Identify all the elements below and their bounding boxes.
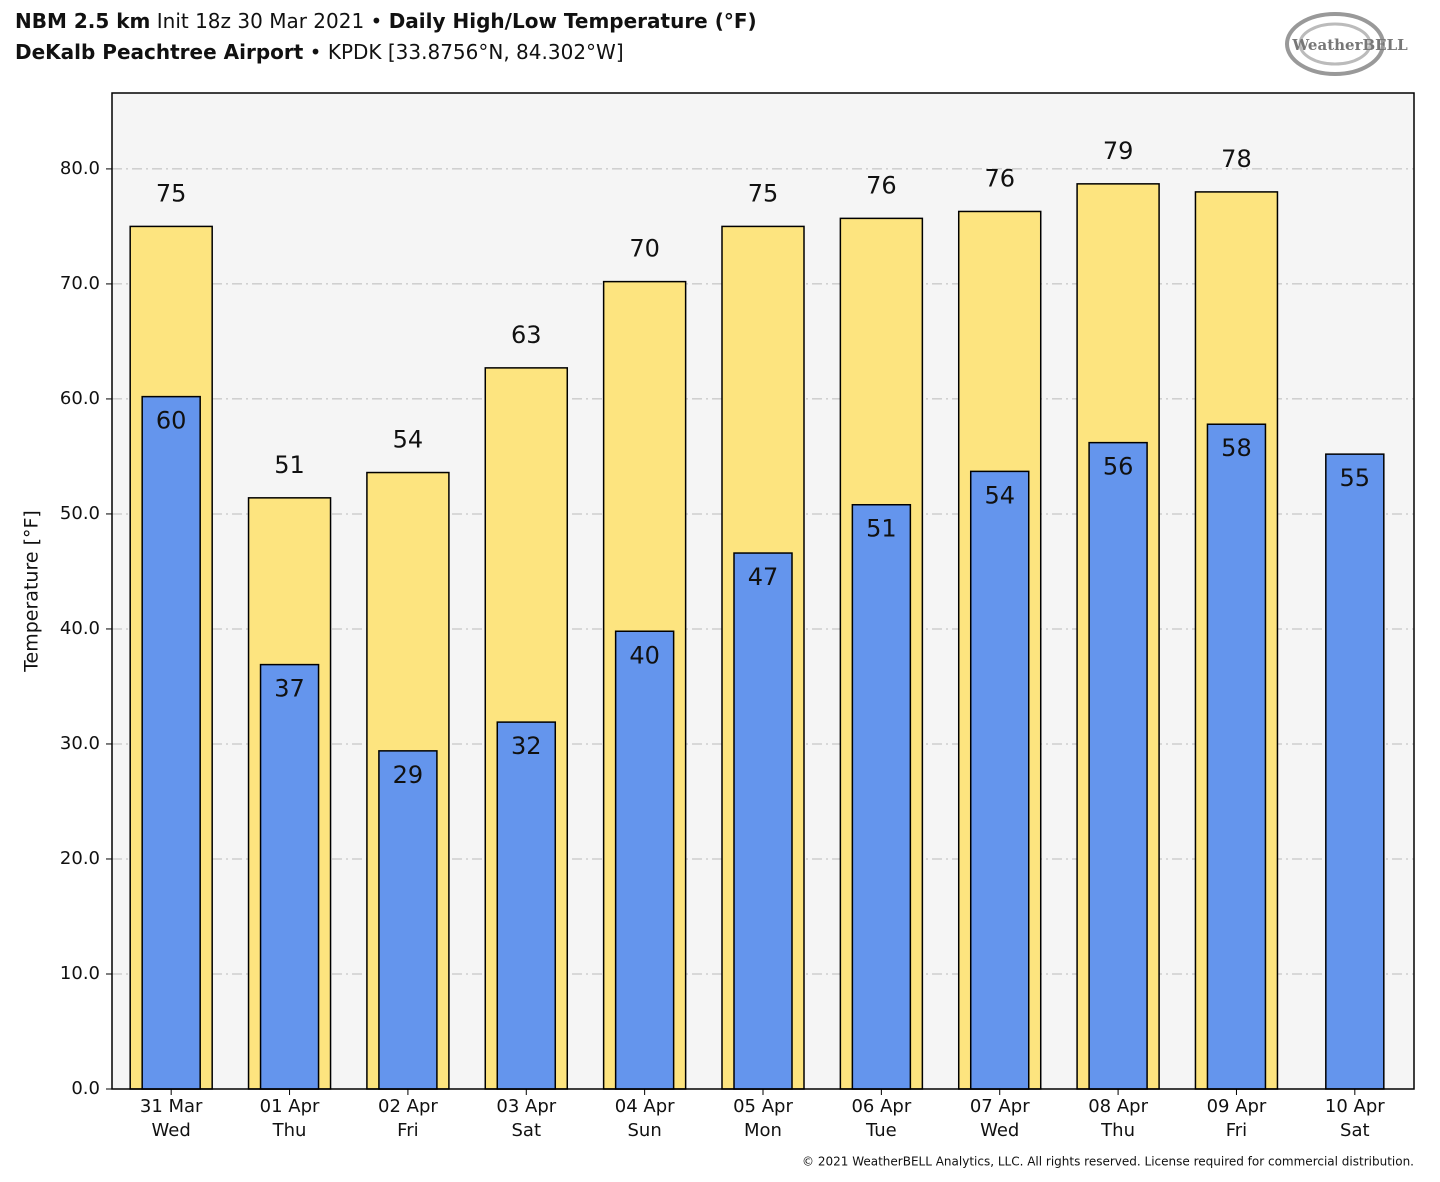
x-tick-sublabel: Sun [628, 1120, 662, 1141]
x-tick-sublabel: Sat [1340, 1120, 1370, 1141]
low-bar [733, 552, 793, 1090]
y-tick-label: 30.0 [60, 733, 100, 754]
logo-swirl [1285, 12, 1385, 76]
x-tick-label: 08 Apr [1088, 1096, 1148, 1117]
value-label: 60 [156, 407, 187, 435]
x-tick-label: 09 Apr [1207, 1096, 1267, 1117]
logo: WeatherBELL [1291, 36, 1408, 54]
value-label: 75 [748, 179, 779, 207]
value-label: 54 [393, 426, 424, 454]
value-label: 32 [511, 732, 542, 760]
subtitle-part: DeKalb Peachtree Airport [15, 40, 304, 64]
value-label: 47 [748, 563, 779, 591]
x-tick-label: 06 Apr [851, 1096, 911, 1117]
x-tick-label: 02 Apr [378, 1096, 438, 1117]
x-tick-label: 03 Apr [496, 1096, 556, 1117]
y-tick-label: 0.0 [71, 1078, 100, 1099]
x-tick-sublabel: Fri [1226, 1120, 1247, 1141]
value-label: 29 [393, 761, 424, 789]
y-tick-label: 10.0 [60, 963, 100, 984]
x-tick-label: 10 Apr [1325, 1096, 1385, 1117]
x-tick-label: 05 Apr [733, 1096, 793, 1117]
value-label: 55 [1340, 464, 1371, 492]
y-tick-label: 80.0 [60, 158, 100, 179]
value-label: 58 [1221, 434, 1252, 462]
x-tick-label: 01 Apr [260, 1096, 320, 1117]
x-tick-sublabel: Wed [152, 1120, 191, 1141]
plot-frame [111, 92, 1415, 1090]
x-tick-sublabel: Thu [1100, 1120, 1135, 1141]
x-tick-sublabel: Tue [865, 1120, 897, 1141]
value-label: 76 [866, 171, 897, 199]
title-part: NBM 2.5 km [15, 9, 150, 33]
y-tick-label: 20.0 [60, 848, 100, 869]
x-tick-sublabel: Mon [744, 1120, 782, 1141]
y-tick-label: 50.0 [60, 503, 100, 524]
value-label: 70 [629, 235, 660, 263]
low-bar [851, 503, 912, 1090]
logo-swirl [1298, 22, 1372, 66]
low-bar [614, 630, 675, 1090]
value-label: 51 [866, 515, 897, 543]
x-tick-sublabel: Thu [272, 1120, 307, 1141]
title-part: Init 18z 30 Mar 2021 [157, 9, 364, 33]
value-label: 76 [984, 164, 1015, 192]
value-label: 40 [629, 641, 660, 669]
low-bar [259, 663, 320, 1090]
x-tick-label: 31 Mar [140, 1096, 203, 1117]
x-tick-sublabel: Wed [980, 1120, 1019, 1141]
chart-subtitle: DeKalb Peachtree Airport • KPDK [33.8756… [15, 40, 624, 64]
x-tick-sublabel: Fri [397, 1120, 418, 1141]
value-label: 79 [1103, 137, 1134, 165]
low-bar [1206, 423, 1267, 1090]
y-tick-label: 40.0 [60, 618, 100, 639]
x-tick-sublabel: Sat [512, 1120, 542, 1141]
low-bar [1088, 441, 1148, 1090]
low-bar [496, 721, 557, 1090]
value-label: 75 [156, 179, 187, 207]
x-tick-label: 07 Apr [970, 1096, 1030, 1117]
value-label: 37 [274, 675, 305, 703]
value-label: 78 [1221, 145, 1252, 173]
low-bar [141, 395, 201, 1090]
value-label: 51 [274, 451, 305, 479]
separator: • [310, 40, 322, 64]
separator: • [371, 9, 383, 33]
title-part: Daily High/Low Temperature (°F) [389, 9, 757, 33]
value-label: 56 [1103, 453, 1134, 481]
low-bar [1325, 453, 1385, 1090]
subtitle-part: KPDK [33.8756°N, 84.302°W] [328, 40, 624, 64]
y-tick-label: 60.0 [60, 388, 100, 409]
footer: © 2021 WeatherBELL Analytics, LLC. All r… [802, 1155, 1414, 1169]
y-tick-label: 70.0 [60, 273, 100, 294]
low-bar [969, 470, 1030, 1090]
low-bar [378, 750, 438, 1090]
x-tick-label: 04 Apr [615, 1096, 675, 1117]
y-axis-label: Temperature [°F] [21, 510, 43, 673]
chart-title: NBM 2.5 km Init 18z 30 Mar 2021 • Daily … [15, 9, 757, 33]
value-label: 54 [984, 481, 1015, 509]
value-label: 63 [511, 321, 542, 349]
